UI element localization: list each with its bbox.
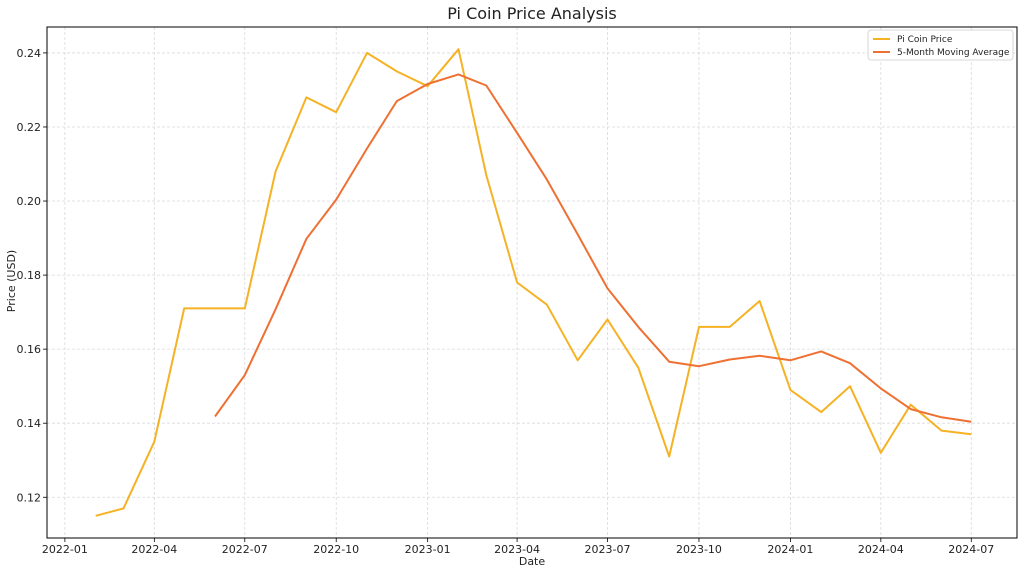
y-tick-label: 0.24 (17, 47, 42, 60)
x-tick-label: 2022-07 (222, 543, 268, 556)
chart-title: Pi Coin Price Analysis (447, 4, 617, 23)
plot-frame (46, 26, 1018, 539)
x-tick-label: 2024-04 (858, 543, 904, 556)
y-axis-title: Price (USD) (5, 250, 18, 312)
series-line-0 (95, 48, 972, 517)
y-tick-label: 0.22 (17, 121, 42, 134)
x-tick-label: 2023-07 (585, 543, 631, 556)
series-line-1 (214, 73, 972, 423)
x-tick-label: 2023-10 (676, 543, 722, 556)
y-tick-label: 0.12 (17, 491, 42, 504)
x-tick-label: 2024-01 (767, 543, 813, 556)
x-axis-title: Date (519, 555, 546, 568)
x-tick-label: 2022-10 (313, 543, 359, 556)
y-axis-ticks: 0.12 0.14 0.16 0.18 0.20 0.22 0.24 (17, 47, 47, 504)
y-tick-label: 0.14 (17, 417, 42, 430)
y-tick-label: 0.18 (17, 269, 42, 282)
x-tick-label: 2024-07 (948, 543, 994, 556)
x-axis-ticks: 2022-01 2022-04 2022-07 2022-10 2023-01 2023-… (42, 538, 994, 556)
grid (47, 27, 1017, 538)
y-tick-label: 0.20 (17, 195, 42, 208)
legend: Pi Coin Price 5-Month Moving Average (867, 29, 1014, 61)
x-tick-label: 2022-04 (131, 543, 177, 556)
y-tick-label: 0.16 (17, 343, 42, 356)
x-tick-label: 2023-04 (494, 543, 540, 556)
legend-label: 5-Month Moving Average (897, 48, 1010, 58)
x-tick-label: 2023-01 (405, 543, 451, 556)
legend-label: Pi Coin Price (897, 35, 953, 45)
x-tick-label: 2022-01 (42, 543, 88, 556)
series-lines (95, 48, 972, 517)
legend-box (867, 29, 1014, 61)
